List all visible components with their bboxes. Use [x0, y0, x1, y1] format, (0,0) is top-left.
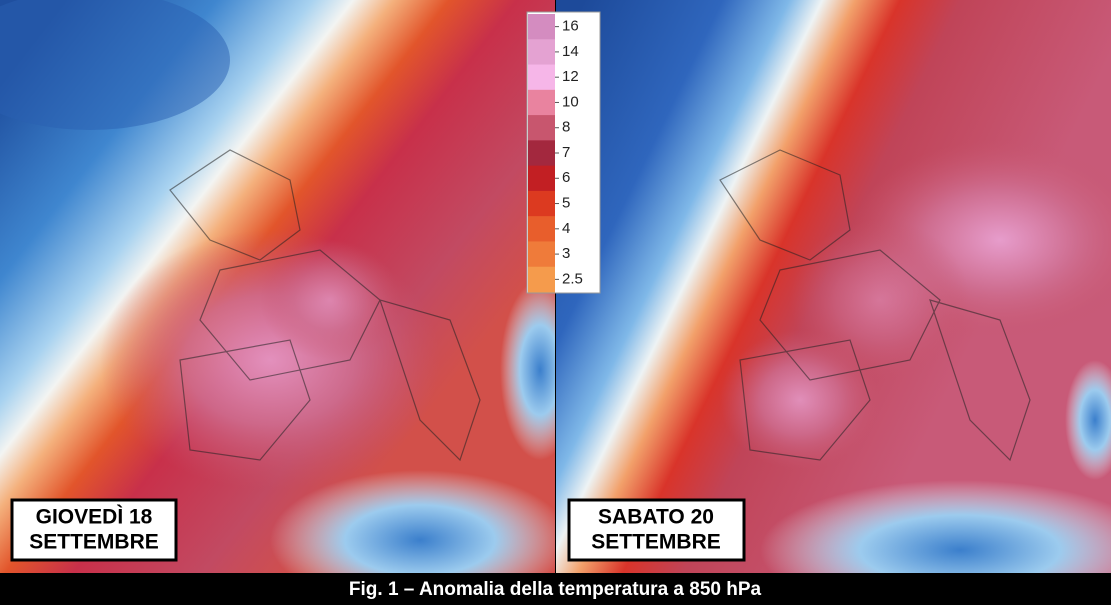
legend-label: 4 — [562, 220, 570, 237]
legend-label: 2.5 — [562, 270, 583, 287]
legend-swatch — [528, 190, 555, 217]
caption-bar — [0, 573, 1111, 605]
map-left — [0, 0, 555, 573]
legend-label: 5 — [562, 195, 570, 212]
legend-label: 3 — [562, 245, 570, 262]
legend-swatch — [528, 216, 555, 242]
caption: Fig. 1 – Anomalia della temperatura a 85… — [349, 579, 762, 600]
map-right — [556, 0, 1111, 573]
legend-swatch — [528, 39, 555, 66]
panel-label: SABATO 20 — [598, 506, 714, 529]
panel-label: SETTEMBRE — [591, 531, 721, 554]
legend-label: 6 — [562, 169, 570, 186]
legend-label: 8 — [562, 119, 570, 136]
legend-swatch — [528, 140, 555, 167]
legend-label: 16 — [562, 18, 579, 35]
panel-label: SETTEMBRE — [29, 531, 159, 554]
legend-swatch — [528, 241, 555, 268]
legend-label: 12 — [562, 68, 579, 85]
legend-label: 14 — [562, 43, 579, 60]
panel-label-box — [567, 498, 746, 562]
legend-swatch — [528, 64, 555, 91]
panel-label: GIOVEDÌ 18 — [36, 506, 153, 529]
legend-swatch — [528, 266, 555, 293]
legend-swatch — [528, 115, 555, 141]
panel-label-box — [10, 498, 178, 562]
legend-swatch — [528, 14, 555, 40]
legend-swatch — [528, 89, 555, 116]
legend: 16 14 12 10 8 7 6 5 4 3 2.5 — [526, 11, 601, 294]
legend-label: 10 — [562, 93, 579, 110]
legend-swatch — [528, 165, 555, 192]
legend-label: 7 — [562, 144, 570, 161]
